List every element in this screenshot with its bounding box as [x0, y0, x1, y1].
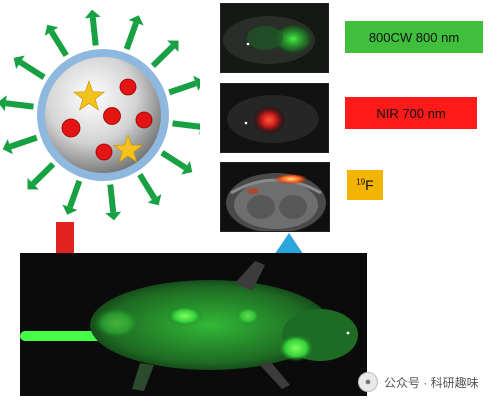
payload-dot — [95, 143, 113, 161]
ligand-arrow-shaft — [5, 100, 34, 110]
payload-dot — [135, 111, 153, 129]
ligand-arrow-head — [84, 9, 101, 19]
ligand-arrow-shaft — [89, 17, 99, 46]
ligand-arrow-shaft — [168, 80, 197, 96]
ligand-arrow-shaft — [18, 59, 46, 80]
ligand-arrow-head — [193, 75, 200, 91]
label-19f-symbol: F — [365, 177, 374, 193]
ligand-arrow-head — [128, 15, 144, 26]
ligand-arrow-head — [2, 139, 13, 155]
ligand-arrow-head — [62, 204, 78, 215]
ligand-arrow-head — [181, 161, 193, 175]
watermark-text: 公众号 · 科研趣味 — [384, 375, 479, 390]
ligand-arrow-shaft — [31, 161, 56, 186]
ligand-arrow-head — [44, 24, 59, 36]
label-800cw-text: 800CW 800 nm — [368, 29, 460, 45]
payload-dot — [61, 118, 81, 138]
ligand-arrow-shaft — [137, 172, 158, 200]
mouse-fluorescence-image — [20, 253, 367, 396]
label-19f-superscript: 19 — [356, 177, 366, 187]
ligand-arrow-shaft — [67, 179, 83, 209]
ligand-arrow-shaft — [150, 44, 175, 69]
fluorescence-image-nir700 — [220, 83, 329, 153]
watermark: ● 公众号 · 科研趣味 — [358, 372, 479, 392]
payload-dot — [119, 78, 137, 96]
label-nir700: NIR 700 nm — [345, 97, 477, 129]
ligand-arrow-shaft — [172, 120, 200, 130]
ligand-arrow-shaft — [123, 21, 139, 51]
label-800cw: 800CW 800 nm — [345, 21, 483, 53]
wechat-logo-icon: ● — [358, 372, 378, 392]
label-nir700-text: NIR 700 nm — [376, 105, 446, 121]
nanoparticle-diagram — [0, 9, 200, 221]
fluorescence-image-800cw — [220, 3, 329, 73]
ligand-arrow-head — [27, 178, 39, 190]
mri-image-19f — [220, 162, 330, 232]
star-payload-icon — [112, 134, 144, 163]
label-19f: 19F — [347, 170, 383, 200]
payload-dot — [103, 107, 121, 125]
ligand-arrow-head — [105, 211, 122, 221]
ligand-arrow-head — [13, 55, 25, 69]
ligand-arrow-head — [199, 129, 200, 135]
ligand-arrow-head — [0, 95, 7, 112]
ligand-arrow-shaft — [107, 184, 117, 213]
ligand-arrows — [0, 9, 200, 221]
star-payload-icon — [72, 80, 106, 111]
ligand-arrow-shaft — [48, 30, 69, 58]
ligand-arrow-shaft — [160, 150, 188, 171]
ligand-arrow-head — [147, 194, 162, 206]
ligand-arrow-head — [167, 40, 179, 52]
ligand-arrow-shaft — [9, 134, 38, 150]
